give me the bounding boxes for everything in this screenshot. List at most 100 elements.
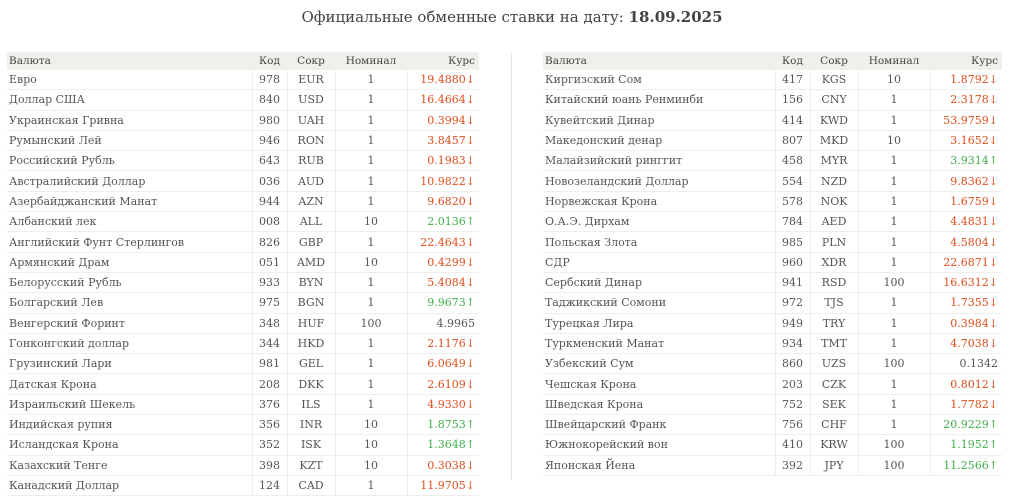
table-row: Албанский лек 008 ALL 10 2.0136↑ — [7, 211, 479, 233]
table-row: Венгерский Форинт 348 HUF 100 4.9965 — [7, 313, 479, 334]
rate-cell: 0.4299↓ — [406, 252, 479, 273]
arrow-down-icon: ↓ — [988, 134, 998, 148]
currency-abbr-cell: GBP — [286, 231, 335, 253]
currency-nominal-cell: 1 — [334, 130, 407, 152]
currency-abbr-cell: BGN — [286, 292, 335, 314]
currency-code-cell: 643 — [251, 150, 287, 172]
currency-nominal-cell: 100 — [857, 455, 930, 476]
currency-code-cell: 975 — [251, 292, 287, 314]
rate-cell: 4.7038↓ — [929, 333, 1002, 355]
currency-code-cell: 972 — [774, 292, 810, 314]
rate-value: 3.8457 — [427, 134, 466, 148]
rate-value: 2.0136 — [427, 215, 466, 229]
currency-abbr-cell: KZT — [286, 455, 335, 476]
rate-cell: 1.8792↓ — [929, 70, 1002, 91]
table-row: Канадский Доллар 124 CAD 1 11.9705↓ — [7, 475, 479, 496]
rate-cell: 11.2566↑ — [929, 455, 1002, 476]
rate-value: 0.1983 — [427, 154, 466, 168]
currency-name-cell: Венгерский Форинт — [7, 313, 252, 334]
rate-cell: 4.4831↓ — [929, 211, 1002, 233]
header-abbr: Сокр — [810, 52, 858, 70]
rate-value: 0.1342 — [959, 357, 999, 371]
currency-nominal-cell: 1 — [334, 272, 407, 294]
arrow-down-icon: ↓ — [988, 337, 998, 350]
arrow-up-icon: ↑ — [988, 458, 998, 472]
rate-value: 4.5804 — [950, 235, 989, 249]
currency-name-cell: Армянский Драм — [7, 252, 252, 273]
rate-value: 4.9965 — [436, 316, 476, 330]
currency-name-cell: Канадский Доллар — [7, 475, 252, 496]
currency-code-cell: 398 — [251, 455, 287, 476]
arrow-down-icon: ↓ — [988, 397, 998, 411]
rate-value: 2.1176 — [427, 337, 466, 350]
table-row: Армянский Драм 051 AMD 10 0.4299↓ — [7, 252, 479, 273]
currency-name-cell: Болгарский Лев — [7, 292, 252, 314]
currency-abbr-cell: AUD — [286, 170, 335, 192]
arrow-down-icon: ↓ — [988, 194, 998, 208]
currency-code-cell: 949 — [774, 313, 810, 334]
arrow-up-icon: ↑ — [465, 296, 475, 310]
currency-code-cell: 860 — [774, 353, 810, 375]
currency-name-cell: Казахский Тенге — [7, 455, 252, 476]
currency-name-cell: Турецкая Лира — [543, 313, 775, 334]
rate-cell: 9.8362↓ — [929, 170, 1002, 192]
currency-code-cell: 980 — [251, 110, 287, 131]
rate-value: 16.6312 — [943, 276, 989, 290]
table-row: Болгарский Лев 975 BGN 1 9.9673↑ — [7, 292, 479, 314]
rate-value: 1.1952 — [950, 438, 989, 452]
currency-name-cell: Киргизский Сом — [543, 70, 775, 91]
arrow-down-icon: ↓ — [465, 174, 475, 188]
arrow-up-icon: ↑ — [988, 438, 998, 452]
currency-nominal-cell: 1 — [857, 252, 930, 273]
currency-code-cell: 554 — [774, 170, 810, 192]
currency-name-cell: Чешская Крона — [543, 373, 775, 395]
rate-value: 4.9330 — [427, 397, 466, 411]
rate-value: 11.9705 — [420, 479, 466, 493]
currency-abbr-cell: NOK — [809, 191, 858, 213]
rates-table-left-body: Евро 978 EUR 1 19.4880↓ Доллар США 840 USD 1 16.4… — [7, 70, 479, 496]
rate-value: 1.8792 — [950, 73, 989, 87]
currency-code-cell: 392 — [774, 455, 810, 476]
currency-abbr-cell: GEL — [286, 353, 335, 375]
table-row: Норвежская Крона 578 NOK 1 1.6759↓ — [543, 191, 1002, 213]
arrow-down-icon: ↓ — [988, 235, 998, 249]
rate-value: 0.3984 — [950, 316, 989, 330]
currency-code-cell: 978 — [251, 70, 287, 91]
arrow-down-icon: ↓ — [465, 255, 475, 269]
rate-cell: 2.0136↑ — [406, 211, 479, 233]
currency-nominal-cell: 1 — [334, 333, 407, 355]
rate-cell: 4.9330↓ — [406, 394, 479, 416]
arrow-down-icon: ↓ — [465, 337, 475, 350]
rate-cell: 16.4664↓ — [406, 89, 479, 111]
currency-code-cell: 414 — [774, 110, 810, 131]
currency-nominal-cell: 10 — [334, 455, 407, 476]
rate-value: 0.3038 — [427, 458, 466, 472]
rate-cell: 1.7355↓ — [929, 292, 1002, 314]
rate-value: 11.2566 — [943, 458, 989, 472]
rates-table-left: Валюта Код Сокр Номинал Курс Евро 978 EUR 1… — [7, 52, 479, 496]
arrow-down-icon: ↓ — [988, 73, 998, 87]
arrow-down-icon: ↓ — [465, 458, 475, 472]
table-row: Грузинский Лари 981 GEL 1 6.0649↓ — [7, 353, 479, 375]
currency-code-cell: 036 — [251, 170, 287, 192]
currency-abbr-cell: BYN — [286, 272, 335, 294]
currency-code-cell: 348 — [251, 313, 287, 334]
table-row: Шведская Крона 752 SEK 1 1.7782↓ — [543, 394, 1002, 416]
currency-code-cell: 784 — [774, 211, 810, 233]
rate-cell: 9.6820↓ — [406, 191, 479, 213]
currency-abbr-cell: AZN — [286, 191, 335, 213]
currency-name-cell: Грузинский Лари — [7, 353, 252, 375]
rate-value: 19.4880 — [420, 73, 466, 87]
table-row: Чешская Крона 203 CZK 1 0.8012↓ — [543, 373, 1002, 395]
currency-code-cell: 124 — [251, 475, 287, 496]
rate-value: 9.6820 — [427, 194, 466, 208]
currency-code-cell: 934 — [774, 333, 810, 355]
rate-value: 1.3648 — [427, 438, 466, 452]
currency-abbr-cell: TMT — [809, 333, 858, 355]
currency-name-cell: Македонский денар — [543, 130, 775, 152]
rate-value: 3.9314 — [950, 154, 989, 168]
rate-cell: 11.9705↓ — [406, 475, 479, 496]
arrow-down-icon: ↓ — [465, 194, 475, 208]
table-row: Южнокорейский вон 410 KRW 100 1.1952↑ — [543, 434, 1002, 456]
currency-nominal-cell: 1 — [334, 170, 407, 192]
